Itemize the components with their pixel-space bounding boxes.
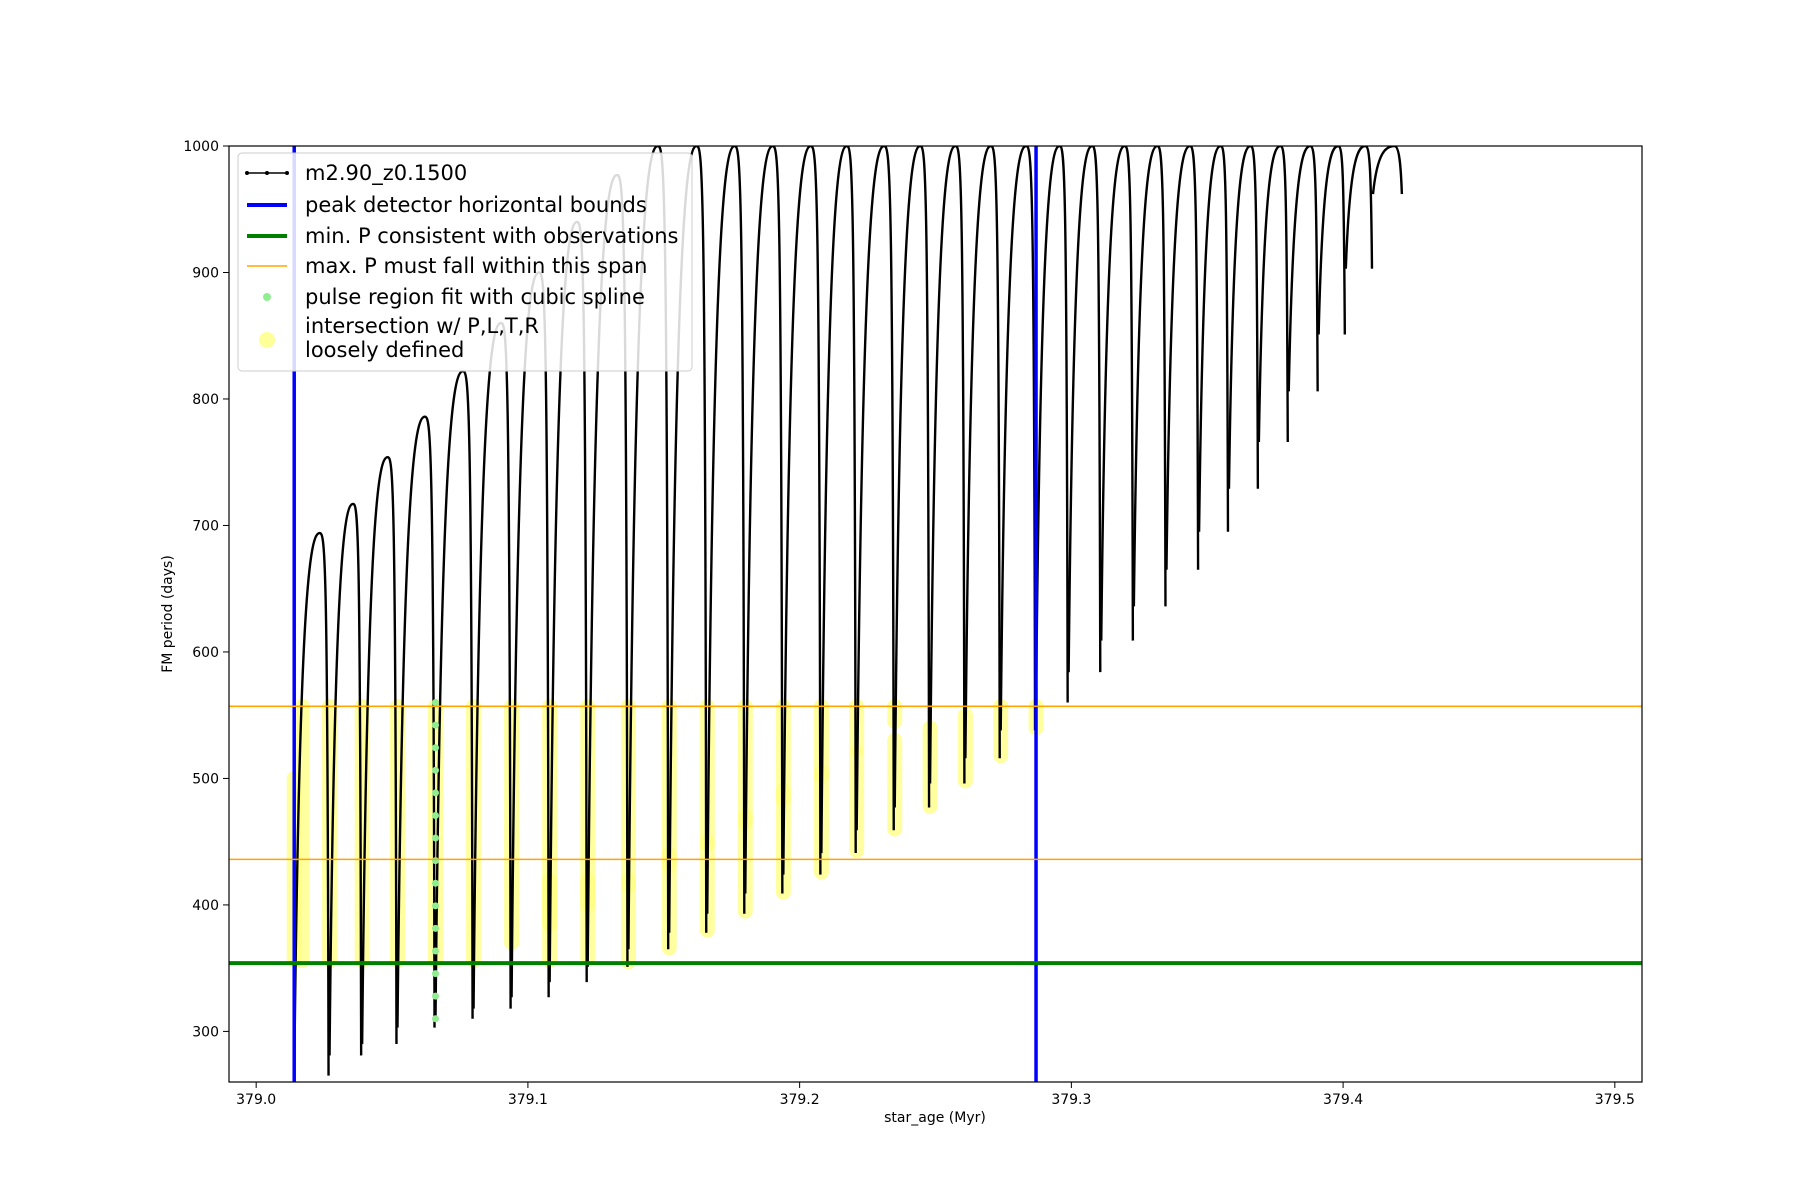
y-tick-label: 300 [192, 1024, 219, 1040]
pulse-curve [1227, 146, 1260, 489]
legend-handle-dot [263, 293, 271, 301]
pulse-curve [1344, 146, 1374, 269]
pulse-curve [893, 146, 931, 808]
spline-fit-point [432, 992, 440, 1000]
spline-fit-point [432, 789, 440, 797]
y-axis-label: FM period (days) [160, 555, 176, 673]
legend-label: min. P consistent with observations [305, 224, 678, 248]
legend-label: peak detector horizontal bounds [305, 193, 647, 217]
pulse-curve [744, 146, 784, 894]
y-tick-label: 700 [192, 518, 219, 534]
pulse-curve [928, 146, 966, 784]
legend-label: pulse region fit with cubic spline [305, 285, 645, 309]
pulse-curve [1067, 146, 1102, 673]
spline-fit-point [432, 811, 440, 819]
spline-fit-point [432, 744, 440, 752]
spline-fit-point [432, 699, 440, 707]
y-tick-label: 500 [192, 771, 219, 787]
y-axis: 300 400 500 600 700 800 900 1000 [183, 139, 229, 1040]
spline-fit-point [432, 834, 440, 842]
pulse-curve [706, 146, 746, 914]
pulse-curve [396, 415, 436, 1028]
pulse-curve [360, 455, 398, 1045]
legend-handle-marker [265, 171, 269, 175]
pulse-curve [627, 146, 670, 950]
pulse-curve [1165, 146, 1200, 570]
spline-fit-point [432, 857, 440, 865]
spline-fit-point [432, 947, 440, 955]
y-tick-label: 800 [192, 392, 219, 408]
pulse-curve [1034, 146, 1069, 703]
x-tick-label: 379.1 [508, 1092, 548, 1108]
legend-handle-marker [245, 171, 249, 175]
pulse-curve [328, 502, 363, 1056]
x-axis-label: star_age (Myr) [884, 1110, 986, 1126]
x-tick-label: 379.3 [1051, 1092, 1091, 1108]
y-tick-label: 900 [192, 265, 219, 281]
spline-fit-point [432, 924, 440, 932]
intersection-markers [286, 698, 1044, 970]
legend-label: m2.90_z0.1500 [305, 161, 467, 186]
x-tick-label: 379.5 [1595, 1092, 1635, 1108]
spline-fit-point [432, 766, 440, 774]
legend-box [237, 152, 693, 372]
pulse-curve [293, 531, 330, 1076]
pulse-curve [1197, 146, 1230, 532]
pulse-curve [820, 146, 857, 854]
pulse-curve [1287, 146, 1319, 392]
y-tick-label: 1000 [183, 139, 219, 155]
pulse-curve [1371, 146, 1404, 195]
pulse-curve [855, 146, 895, 831]
legend-label: intersection w/ P,L,T,R loosely defined [305, 314, 539, 362]
plot-frame [228, 145, 1643, 1083]
spline-fit-point [432, 721, 440, 729]
spline-fit-point [432, 879, 440, 887]
x-tick-label: 379.2 [780, 1092, 820, 1108]
x-tick-label: 379.0 [236, 1092, 276, 1108]
pulse-curve [964, 146, 1001, 759]
pulse-curve [782, 146, 822, 875]
pulse-curve [1257, 146, 1289, 442]
y-tick-label: 600 [192, 645, 219, 661]
x-axis: 379.0 379.1 379.2 379.3 379.4 379.5 [236, 1082, 1635, 1108]
pulse-curve [999, 146, 1037, 731]
spline-fit-point [432, 1015, 440, 1023]
x-tick-label: 379.4 [1323, 1092, 1363, 1108]
legend-handle-marker [285, 171, 289, 175]
pulse-curve [1100, 146, 1135, 641]
spline-fit-point [432, 970, 440, 978]
series-m2-90-z0-1500 [293, 146, 1404, 1076]
legend-handle-dot [259, 332, 275, 348]
spline-fit-point [432, 902, 440, 910]
spline-fit-markers [432, 699, 440, 1023]
pulse-curve [1132, 146, 1167, 607]
legend-label: max. P must fall within this span [305, 254, 647, 278]
pulse-curve [1317, 146, 1347, 335]
y-tick-label: 400 [192, 898, 219, 914]
pulse-curve [668, 146, 708, 933]
